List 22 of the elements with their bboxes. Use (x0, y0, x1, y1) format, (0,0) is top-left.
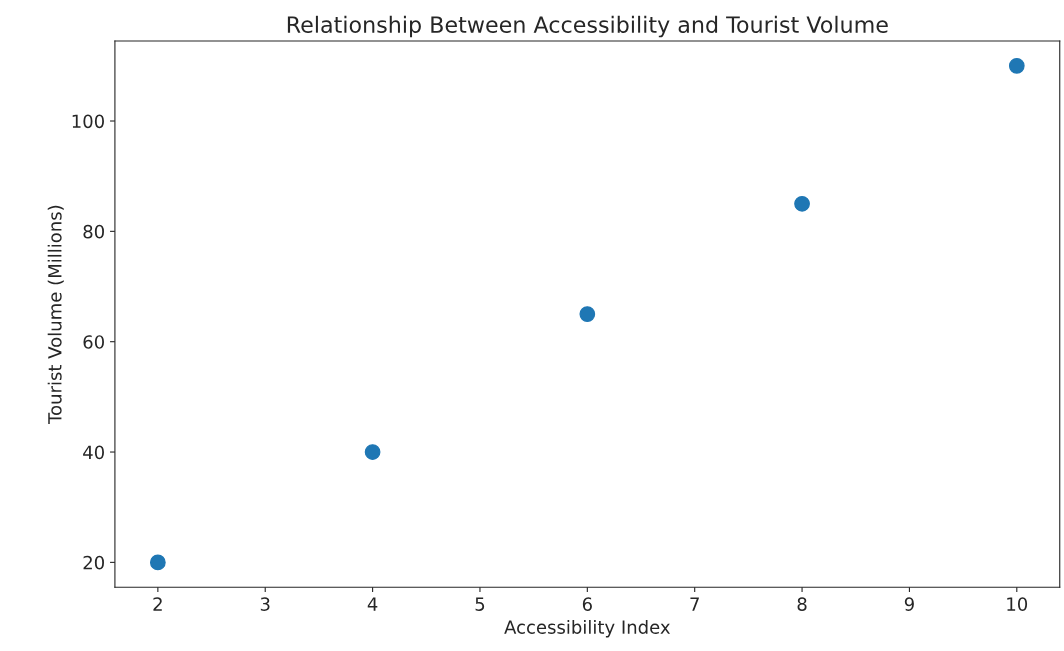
x-tick-label: 5 (475, 597, 485, 611)
x-tick-label: 6 (582, 597, 592, 611)
point (579, 306, 596, 322)
x-tick-label: 7 (690, 597, 699, 611)
y-tick-label: 80 (83, 224, 104, 239)
point (149, 554, 166, 571)
point (364, 444, 381, 460)
x-axis-title: Accessibility Index (504, 619, 671, 638)
y-tick-label: 60 (83, 335, 104, 349)
y-tick-label: 100 (72, 114, 104, 129)
x-tick-label: 3 (260, 597, 270, 611)
x-tick-label: 2 (153, 597, 162, 611)
y-tick-label: 40 (83, 445, 104, 460)
x-tick-label: 10 (1007, 597, 1028, 611)
x-tick-label: 9 (904, 597, 914, 611)
y-tick-label: 20 (83, 555, 104, 570)
x-tick-label: 8 (797, 597, 807, 611)
point (794, 195, 810, 212)
chart-title: Relationship Between Accessibility and Tourist Volume (287, 15, 888, 38)
point (1008, 57, 1025, 74)
y-axis-title: Tourist Volume (Millions) (47, 205, 64, 424)
x-tick-label: 4 (367, 597, 378, 611)
